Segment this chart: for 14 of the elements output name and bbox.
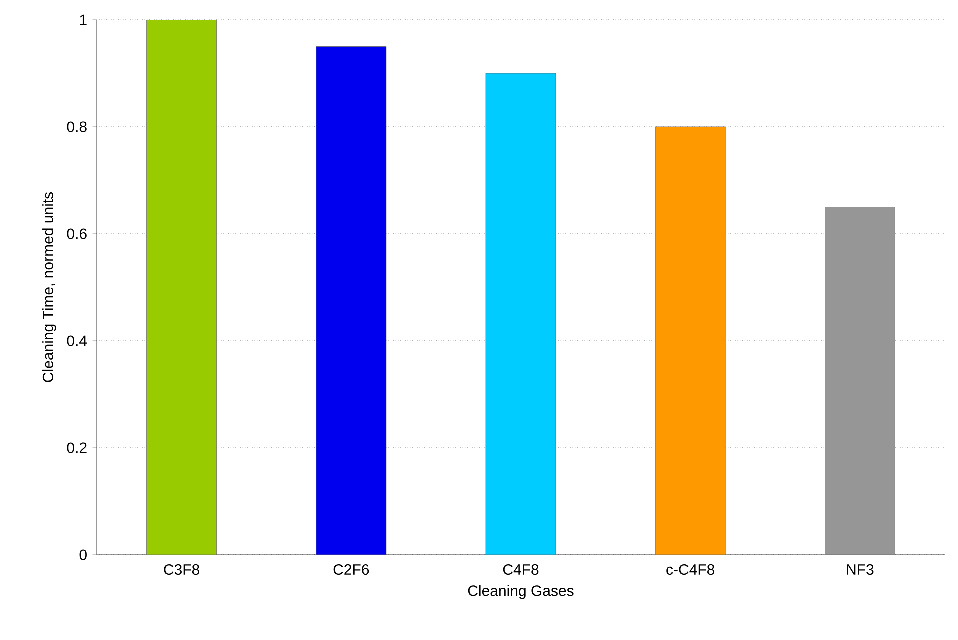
- y-tick-label: 0: [80, 550, 87, 560]
- x-tick-label: NF3: [847, 564, 874, 576]
- y-axis-title: Cleaning Time, normed units: [42, 192, 56, 382]
- x-tick-label: C3F8: [164, 564, 200, 576]
- y-tick-label: 0.6: [67, 228, 87, 240]
- x-tick-label: c-C4F8: [666, 564, 715, 576]
- x-axis-title: Cleaning Gases: [468, 585, 574, 600]
- bar: [146, 20, 217, 555]
- x-tick-label: C2F6: [334, 564, 370, 576]
- y-tick-label: 0.4: [67, 336, 88, 346]
- y-tick-label: 1: [80, 14, 87, 26]
- y-tick-label: 0.2: [67, 442, 87, 454]
- x-tick-label: C4F8: [503, 564, 539, 576]
- y-tick-label: 0.8: [67, 122, 87, 132]
